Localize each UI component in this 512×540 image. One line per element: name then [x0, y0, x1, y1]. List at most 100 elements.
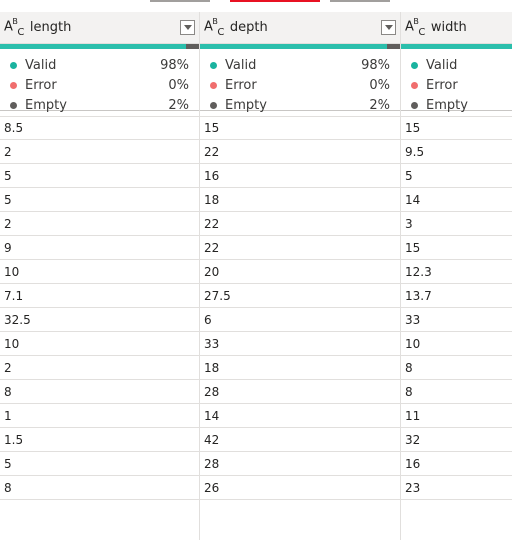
table-cell[interactable]: 22 — [200, 212, 401, 235]
table-row[interactable]: 10 20 12.3 — [0, 260, 512, 284]
table-cell[interactable]: 10 — [405, 336, 421, 351]
table-cell[interactable]: 8 — [0, 476, 200, 499]
error-percent: 0% — [369, 77, 390, 93]
error-label: Error — [426, 77, 458, 93]
table-row[interactable]: 2 22 9.5 — [0, 140, 512, 164]
table-row[interactable]: 9 22 15 — [0, 236, 512, 260]
empty-dot-icon — [210, 101, 217, 109]
table-cell[interactable]: 9 — [0, 236, 200, 259]
table-cell[interactable]: 5 — [0, 188, 200, 211]
table-cell[interactable]: 20 — [200, 260, 401, 283]
table-cell[interactable]: 16 — [405, 456, 421, 471]
valid-percent: 98% — [160, 57, 189, 73]
table-row[interactable]: 5 18 14 — [0, 188, 512, 212]
table-cell[interactable]: 14 — [405, 192, 421, 207]
column-filter-dropdown-button[interactable] — [180, 20, 195, 35]
table-cell[interactable]: 9.5 — [405, 144, 425, 159]
table-cell[interactable]: 10 — [0, 332, 200, 355]
empty-percent: 2% — [168, 97, 189, 113]
table-cell[interactable]: 12.3 — [405, 264, 432, 279]
table-cell[interactable]: 2 — [0, 212, 200, 235]
table-cell[interactable]: 32.5 — [0, 308, 200, 331]
column-filter-dropdown-button[interactable] — [381, 20, 396, 35]
table-row[interactable]: 2 18 8 — [0, 356, 512, 380]
column-quality-stats: Valid 98% Error 0% Empty 2% — [200, 49, 400, 113]
table-cell[interactable]: 2 — [0, 356, 200, 379]
valid-label: Valid — [426, 57, 458, 73]
table-row[interactable]: 32.5 6 33 — [0, 308, 512, 332]
table-cell[interactable]: 1.5 — [0, 428, 200, 451]
table-cell[interactable]: 13.7 — [405, 288, 432, 303]
table-cell[interactable]: 1 — [0, 404, 200, 427]
table-cell[interactable]: 33 — [405, 312, 421, 327]
table-row[interactable]: 8.5 15 15 — [0, 116, 512, 140]
table-cell[interactable]: 2 — [0, 140, 200, 163]
table-cell[interactable]: 26 — [200, 476, 401, 499]
valid-dot-icon — [210, 61, 217, 69]
table-cell[interactable]: 22 — [200, 140, 401, 163]
table-body: 8.5 15 15 2 22 9.5 5 16 5 5 18 14 2 22 3 9 22 15 10 20 12.3 7… — [0, 116, 512, 500]
table-row[interactable]: 5 28 16 — [0, 452, 512, 476]
header-divider — [0, 110, 512, 117]
empty-dot-icon — [10, 101, 17, 109]
table-cell[interactable]: 33 — [200, 332, 401, 355]
table-row[interactable]: 7.1 27.5 13.7 — [0, 284, 512, 308]
table-cell[interactable]: 5 — [0, 452, 200, 475]
table-cell[interactable]: 15 — [405, 240, 421, 255]
column-quality-stats: Valid 98% Error 0% Empty 2% — [0, 49, 199, 113]
error-percent: 0% — [168, 77, 189, 93]
table-cell[interactable]: 15 — [405, 120, 421, 135]
table-cell[interactable]: 11 — [405, 408, 421, 423]
text-type-icon[interactable]: ABC — [405, 17, 425, 38]
table-cell[interactable]: 42 — [200, 428, 401, 451]
column-header-length[interactable]: ABC length — [0, 12, 199, 44]
table-row[interactable]: 5 16 5 — [0, 164, 512, 188]
table-cell[interactable]: 15 — [200, 116, 401, 139]
table-cell[interactable]: 8 — [405, 360, 413, 375]
table-cell[interactable]: 18 — [200, 356, 401, 379]
column-header-width[interactable]: ABC width — [401, 12, 512, 44]
empty-label: Empty — [25, 97, 67, 113]
table-cell[interactable]: 8.5 — [0, 116, 200, 139]
table-cell[interactable]: 28 — [200, 380, 401, 403]
table-cell[interactable]: 6 — [200, 308, 401, 331]
column-quality-bar — [0, 44, 199, 49]
table-cell[interactable]: 23 — [405, 480, 421, 495]
table-cell[interactable]: 22 — [200, 236, 401, 259]
table-cell[interactable]: 28 — [200, 452, 401, 475]
text-type-icon[interactable]: ABC — [4, 17, 24, 38]
table-row[interactable]: 10 33 10 — [0, 332, 512, 356]
column-quality-bar — [200, 44, 400, 49]
column-name: depth — [229, 20, 268, 35]
table-cell[interactable]: 8 — [0, 380, 200, 403]
chevron-down-icon — [183, 25, 192, 30]
table-row[interactable]: 8 26 23 — [0, 476, 512, 500]
table-row[interactable]: 1 14 11 — [0, 404, 512, 428]
column-name: width — [430, 20, 467, 35]
error-label: Error — [25, 77, 57, 93]
error-dot-icon — [411, 81, 418, 89]
table-cell[interactable]: 10 — [0, 260, 200, 283]
table-cell[interactable]: 14 — [200, 404, 401, 427]
table-row[interactable]: 2 22 3 — [0, 212, 512, 236]
text-type-icon[interactable]: ABC — [204, 17, 224, 38]
table-cell[interactable]: 5 — [405, 168, 413, 183]
table-row[interactable]: 8 28 8 — [0, 380, 512, 404]
table-cell[interactable]: 8 — [405, 384, 413, 399]
table-cell[interactable]: 27.5 — [200, 284, 401, 307]
column-length: ABC length Valid 98% Error 0% Empty 2% — [0, 12, 199, 540]
table-cell[interactable]: 18 — [200, 188, 401, 211]
column-depth: ABC depth Valid 98% Error 0% Empty 2% — [200, 12, 400, 540]
valid-dot-icon — [411, 61, 418, 69]
empty-label: Empty — [426, 97, 468, 113]
table-row[interactable]: 1.5 42 32 — [0, 428, 512, 452]
column-name: length — [29, 20, 72, 35]
table-cell[interactable]: 5 — [0, 164, 200, 187]
table-cell[interactable]: 3 — [405, 216, 413, 231]
table-cell[interactable]: 32 — [405, 432, 421, 447]
empty-dot-icon — [411, 101, 418, 109]
column-header-depth[interactable]: ABC depth — [200, 12, 400, 44]
table-cell[interactable]: 16 — [200, 164, 401, 187]
table-cell[interactable]: 7.1 — [0, 284, 200, 307]
